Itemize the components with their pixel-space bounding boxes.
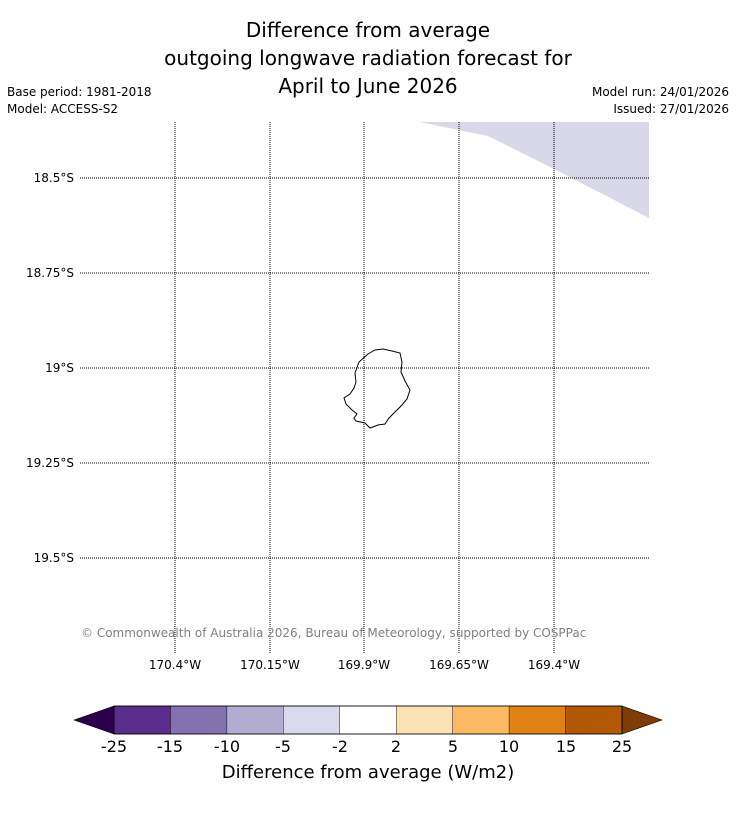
lon-label: 170.15°W [240,658,300,672]
lat-label: 19.5°S [34,551,74,565]
island-outline [343,348,411,429]
colorbar-over-triangle [621,705,663,735]
base-period-text: Base period: 1981-2018 [7,85,152,99]
colorbar-tick: -5 [275,737,291,756]
colorbar-bin [170,705,228,735]
lon-label: 169.9°W [338,658,390,672]
graticule [80,122,649,654]
lat-label: 19.25°S [26,456,74,470]
colorbar-bin [226,705,284,735]
title-line-1: Difference from average [245,18,491,42]
colorbar-bin [565,705,623,735]
colorbar-bin [452,705,510,735]
colorbar-bin [339,705,397,735]
issued-text: Issued: 27/01/2026 [613,102,729,116]
colorbar-bin [396,705,453,735]
colorbar-under-triangle [73,705,115,735]
colorbar: -25 -15 -10 -5 -2 2 5 10 15 25 Differenc… [73,705,663,783]
colorbar-outline [113,705,623,735]
shaded-region [420,122,649,218]
meta-left: Base period: 1981-2018 Model: ACCESS-S2 [7,84,152,118]
colorbar-bin [113,705,171,735]
colorbar-tick: -15 [157,737,183,756]
colorbar-tick: 25 [612,737,632,756]
lon-label: 170.4°W [149,658,201,672]
colorbar-tick: -2 [332,737,348,756]
lon-label: 169.4°W [528,658,580,672]
colorbar-tick: 5 [448,737,458,756]
lon-label: 169.65°W [429,658,489,672]
title-line-3: April to June 2026 [278,74,458,98]
meta-right: Model run: 24/01/2026 Issued: 27/01/2026 [592,84,729,118]
colorbar-label: Difference from average (W/m2) [222,762,514,783]
colorbar-tick: 10 [499,737,519,756]
colorbar-tick: 2 [391,737,401,756]
colorbar-tick: -10 [214,737,240,756]
lat-label: 18.5°S [34,171,74,185]
colorbar-bin [508,705,566,735]
colorbar-tick: -25 [101,737,127,756]
lat-label: 18.75°S [26,266,74,280]
model-run-text: Model run: 24/01/2026 [591,85,729,99]
lat-label: 19°S [45,361,74,375]
model-text: Model: ACCESS-S2 [7,102,119,116]
colorbar-tick: 15 [556,737,576,756]
map-title: Difference from average outgoing longwav… [0,16,736,100]
copyright-text: © Commonwealth of Australia 2026, Bureau… [81,626,586,640]
colorbar-bin [283,705,340,735]
title-line-2: outgoing longwave radiation forecast for [164,46,572,70]
